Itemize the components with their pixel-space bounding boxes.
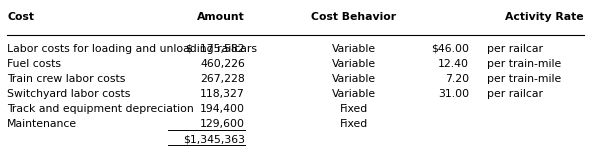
Text: Variable: Variable: [332, 89, 376, 99]
Text: 118,327: 118,327: [200, 89, 245, 99]
Text: Variable: Variable: [332, 59, 376, 69]
Text: Variable: Variable: [332, 74, 376, 84]
Text: per railcar: per railcar: [487, 44, 543, 54]
Text: per railcar: per railcar: [487, 89, 543, 99]
Text: $  175,582: $ 175,582: [186, 44, 245, 54]
Text: Fuel costs: Fuel costs: [7, 59, 61, 69]
Text: per train-mile: per train-mile: [487, 59, 561, 69]
Text: 460,226: 460,226: [200, 59, 245, 69]
Text: Train crew labor costs: Train crew labor costs: [7, 74, 126, 84]
Text: Cost: Cost: [7, 12, 34, 22]
Text: Switchyard labor costs: Switchyard labor costs: [7, 89, 130, 99]
Text: $46.00: $46.00: [431, 44, 469, 54]
Text: $1,345,363: $1,345,363: [183, 134, 245, 144]
Text: 194,400: 194,400: [200, 104, 245, 114]
Text: Variable: Variable: [332, 44, 376, 54]
Text: Maintenance: Maintenance: [7, 119, 77, 129]
Text: Fixed: Fixed: [340, 104, 368, 114]
Text: Activity Rate: Activity Rate: [506, 12, 584, 22]
Text: per train-mile: per train-mile: [487, 74, 561, 84]
Text: Fixed: Fixed: [340, 119, 368, 129]
Text: 7.20: 7.20: [445, 74, 469, 84]
Text: Track and equipment depreciation: Track and equipment depreciation: [7, 104, 194, 114]
Text: 31.00: 31.00: [438, 89, 469, 99]
Text: Amount: Amount: [197, 12, 245, 22]
Text: Labor costs for loading and unloading railcars: Labor costs for loading and unloading ra…: [7, 44, 257, 54]
Text: Cost Behavior: Cost Behavior: [312, 12, 396, 22]
Text: 12.40: 12.40: [438, 59, 469, 69]
Text: 267,228: 267,228: [200, 74, 245, 84]
Text: 129,600: 129,600: [200, 119, 245, 129]
